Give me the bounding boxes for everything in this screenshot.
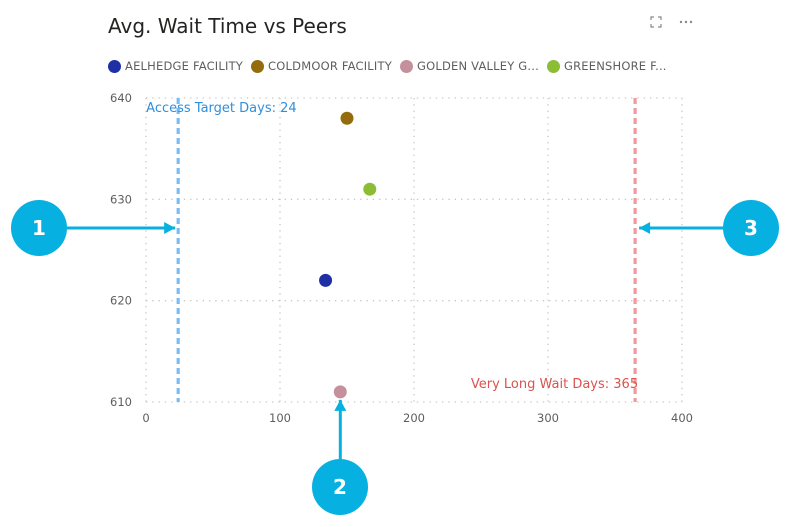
x-tick-label: 100 bbox=[269, 411, 291, 425]
legend-label: AELHEDGE FACILITY bbox=[125, 59, 244, 73]
data-point bbox=[340, 111, 354, 125]
y-tick-label: 610 bbox=[110, 395, 132, 409]
legend: AELHEDGE FACILITY COLDMOOR FACILITY GOLD… bbox=[108, 59, 675, 73]
legend-label: GREENSHORE F... bbox=[563, 59, 667, 73]
y-tick-label: 640 bbox=[110, 91, 132, 105]
callout-arrow-2-head bbox=[334, 399, 347, 411]
data-point bbox=[363, 182, 377, 196]
callout-arrow-1-head bbox=[164, 222, 176, 234]
legend-item[interactable]: COLDMOOR FACILITY bbox=[251, 59, 392, 73]
chart-title: Avg. Wait Time vs Peers bbox=[108, 14, 347, 38]
reference-line-label: Access Target Days: 24 bbox=[146, 101, 296, 116]
legend-label: GOLDEN VALLEY G... bbox=[416, 59, 539, 73]
legend-marker bbox=[251, 59, 265, 73]
data-point bbox=[333, 385, 347, 399]
x-tick-label: 200 bbox=[403, 411, 425, 425]
legend-item[interactable]: GREENSHORE F... bbox=[546, 59, 667, 73]
legend-marker bbox=[108, 59, 121, 73]
callout-badge-1: 1 bbox=[11, 200, 67, 256]
legend-item[interactable]: GOLDEN VALLEY G... bbox=[399, 59, 539, 73]
y-tick-label: 620 bbox=[110, 294, 132, 308]
visual-header-icons bbox=[648, 14, 694, 30]
legend-marker bbox=[399, 59, 413, 73]
legend-marker bbox=[546, 59, 560, 73]
callout-badge-3: 3 bbox=[723, 200, 779, 256]
callout-badge-2: 2 bbox=[312, 459, 368, 515]
reference-line-label: Very Long Wait Days: 365 bbox=[471, 377, 638, 392]
expand-icon[interactable] bbox=[648, 14, 664, 30]
x-tick-label: 0 bbox=[142, 411, 149, 425]
y-tick-label: 630 bbox=[110, 192, 132, 206]
data-point bbox=[319, 273, 333, 287]
legend-item[interactable]: AELHEDGE FACILITY bbox=[108, 59, 243, 73]
more-options-icon[interactable] bbox=[678, 14, 694, 30]
callout-arrow-3-head bbox=[639, 222, 651, 234]
x-tick-label: 400 bbox=[671, 411, 693, 425]
legend-label: COLDMOOR FACILITY bbox=[268, 59, 392, 73]
x-tick-label: 300 bbox=[537, 411, 559, 425]
